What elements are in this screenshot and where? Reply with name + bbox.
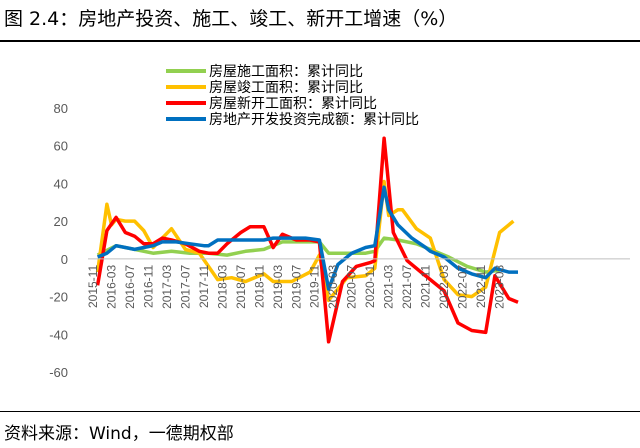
x-tick-label: 2019-11 — [308, 265, 322, 308]
legend-swatch-completion — [166, 85, 206, 89]
x-tick-label: 2019-07 — [289, 265, 303, 309]
series-line-2 — [95, 136, 519, 344]
legend-item-construction: 房屋施工面积：累计同比 — [166, 63, 419, 80]
x-tick-label: 2023-03 — [493, 265, 507, 309]
legend-label-new-starts: 房屋新开工面积：累计同比 — [209, 96, 377, 112]
y-tick-label: 40 — [54, 176, 68, 191]
series-layer — [95, 136, 519, 344]
y-tick-label: -40 — [49, 327, 68, 342]
x-tick-label: 2018-07 — [234, 265, 248, 309]
x-tick-label: 2022-07 — [456, 265, 470, 309]
legend-swatch-new-starts — [166, 101, 206, 105]
x-tick-label: 2020-11 — [363, 265, 377, 308]
y-tick-label: -60 — [49, 365, 68, 380]
x-tick-label: 2016-03 — [104, 265, 118, 309]
legend-item-new-starts: 房屋新开工面积：累计同比 — [166, 95, 419, 112]
x-tick-label: 2017-03 — [160, 265, 174, 309]
y-tick-label: 0 — [61, 252, 68, 267]
x-tick-label: 2017-07 — [178, 265, 192, 309]
x-tick-label: 2021-11 — [419, 265, 433, 308]
x-tick-label: 2022-11 — [474, 265, 488, 308]
bottom-rule — [0, 411, 640, 412]
legend-swatch-construction — [166, 69, 206, 73]
legend-item-investment: 房地产开发投资完成额：累计同比 — [166, 111, 419, 128]
x-tick-label: 2019-03 — [271, 265, 285, 309]
source-note: 资料来源：Wind，一德期权部 — [4, 424, 234, 444]
series-line-1 — [95, 179, 515, 303]
legend-item-completion: 房屋竣工面积：累计同比 — [166, 79, 419, 96]
x-tick-label: 2018-11 — [252, 265, 266, 308]
legend-swatch-investment — [166, 117, 206, 121]
legend: 房屋施工面积：累计同比 房屋竣工面积：累计同比 房屋新开工面积：累计同比 房地产… — [166, 63, 419, 128]
legend-label-investment: 房地产开发投资完成额：累计同比 — [209, 112, 419, 128]
x-tick-label: 2020-07 — [345, 265, 359, 309]
y-tick-label: 60 — [54, 139, 68, 154]
top-rule — [0, 40, 640, 42]
x-tick-label: 2016-07 — [123, 265, 137, 309]
figure-title: 图 2.4：房地产投资、施工、竣工、新开工增速（%） — [4, 8, 458, 30]
x-tick-label: 2022-03 — [437, 265, 451, 309]
legend-label-completion: 房屋竣工面积：累计同比 — [209, 80, 363, 96]
x-tick-label: 2021-03 — [382, 265, 396, 309]
x-tick-label: 2017-11 — [197, 265, 211, 308]
x-tick-labels: 2015-11 2016-03 2016-07 2016-11 2017-03 2017-… — [86, 265, 507, 309]
legend-label-construction: 房屋施工面积：累计同比 — [209, 64, 363, 80]
x-tick-label: 2015-11 — [86, 265, 100, 308]
y-tick-label: 80 — [54, 101, 68, 116]
x-tick-label: 2021-07 — [400, 265, 414, 309]
line-chart: 80 60 40 20 0 -20 -40 -60 2015-11 2016-03 2016-07… — [49, 101, 630, 380]
series-line-3 — [96, 185, 518, 291]
x-tick-label: 2018-03 — [215, 265, 229, 309]
y-tick-label: 20 — [54, 214, 68, 229]
y-tick-labels: 80 60 40 20 0 -20 -40 -60 — [49, 101, 68, 380]
x-tick-label: 2020-03 — [326, 265, 340, 309]
y-tick-label: -20 — [49, 290, 68, 305]
x-tick-label: 2016-11 — [141, 265, 155, 308]
